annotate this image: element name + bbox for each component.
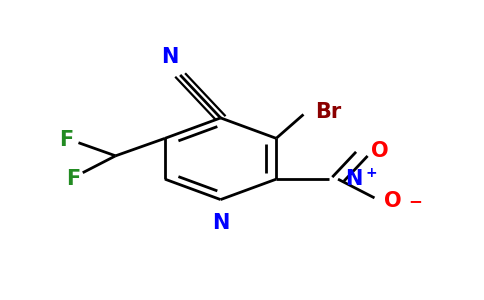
Text: O: O <box>371 141 389 161</box>
Text: Br: Br <box>316 101 342 122</box>
Text: O: O <box>384 191 402 211</box>
Text: F: F <box>66 169 80 188</box>
Text: N: N <box>212 213 229 233</box>
Text: F: F <box>60 130 74 150</box>
Text: −: − <box>408 192 423 210</box>
Text: +: + <box>365 166 377 180</box>
Text: N: N <box>162 46 179 67</box>
Text: N: N <box>345 169 363 189</box>
